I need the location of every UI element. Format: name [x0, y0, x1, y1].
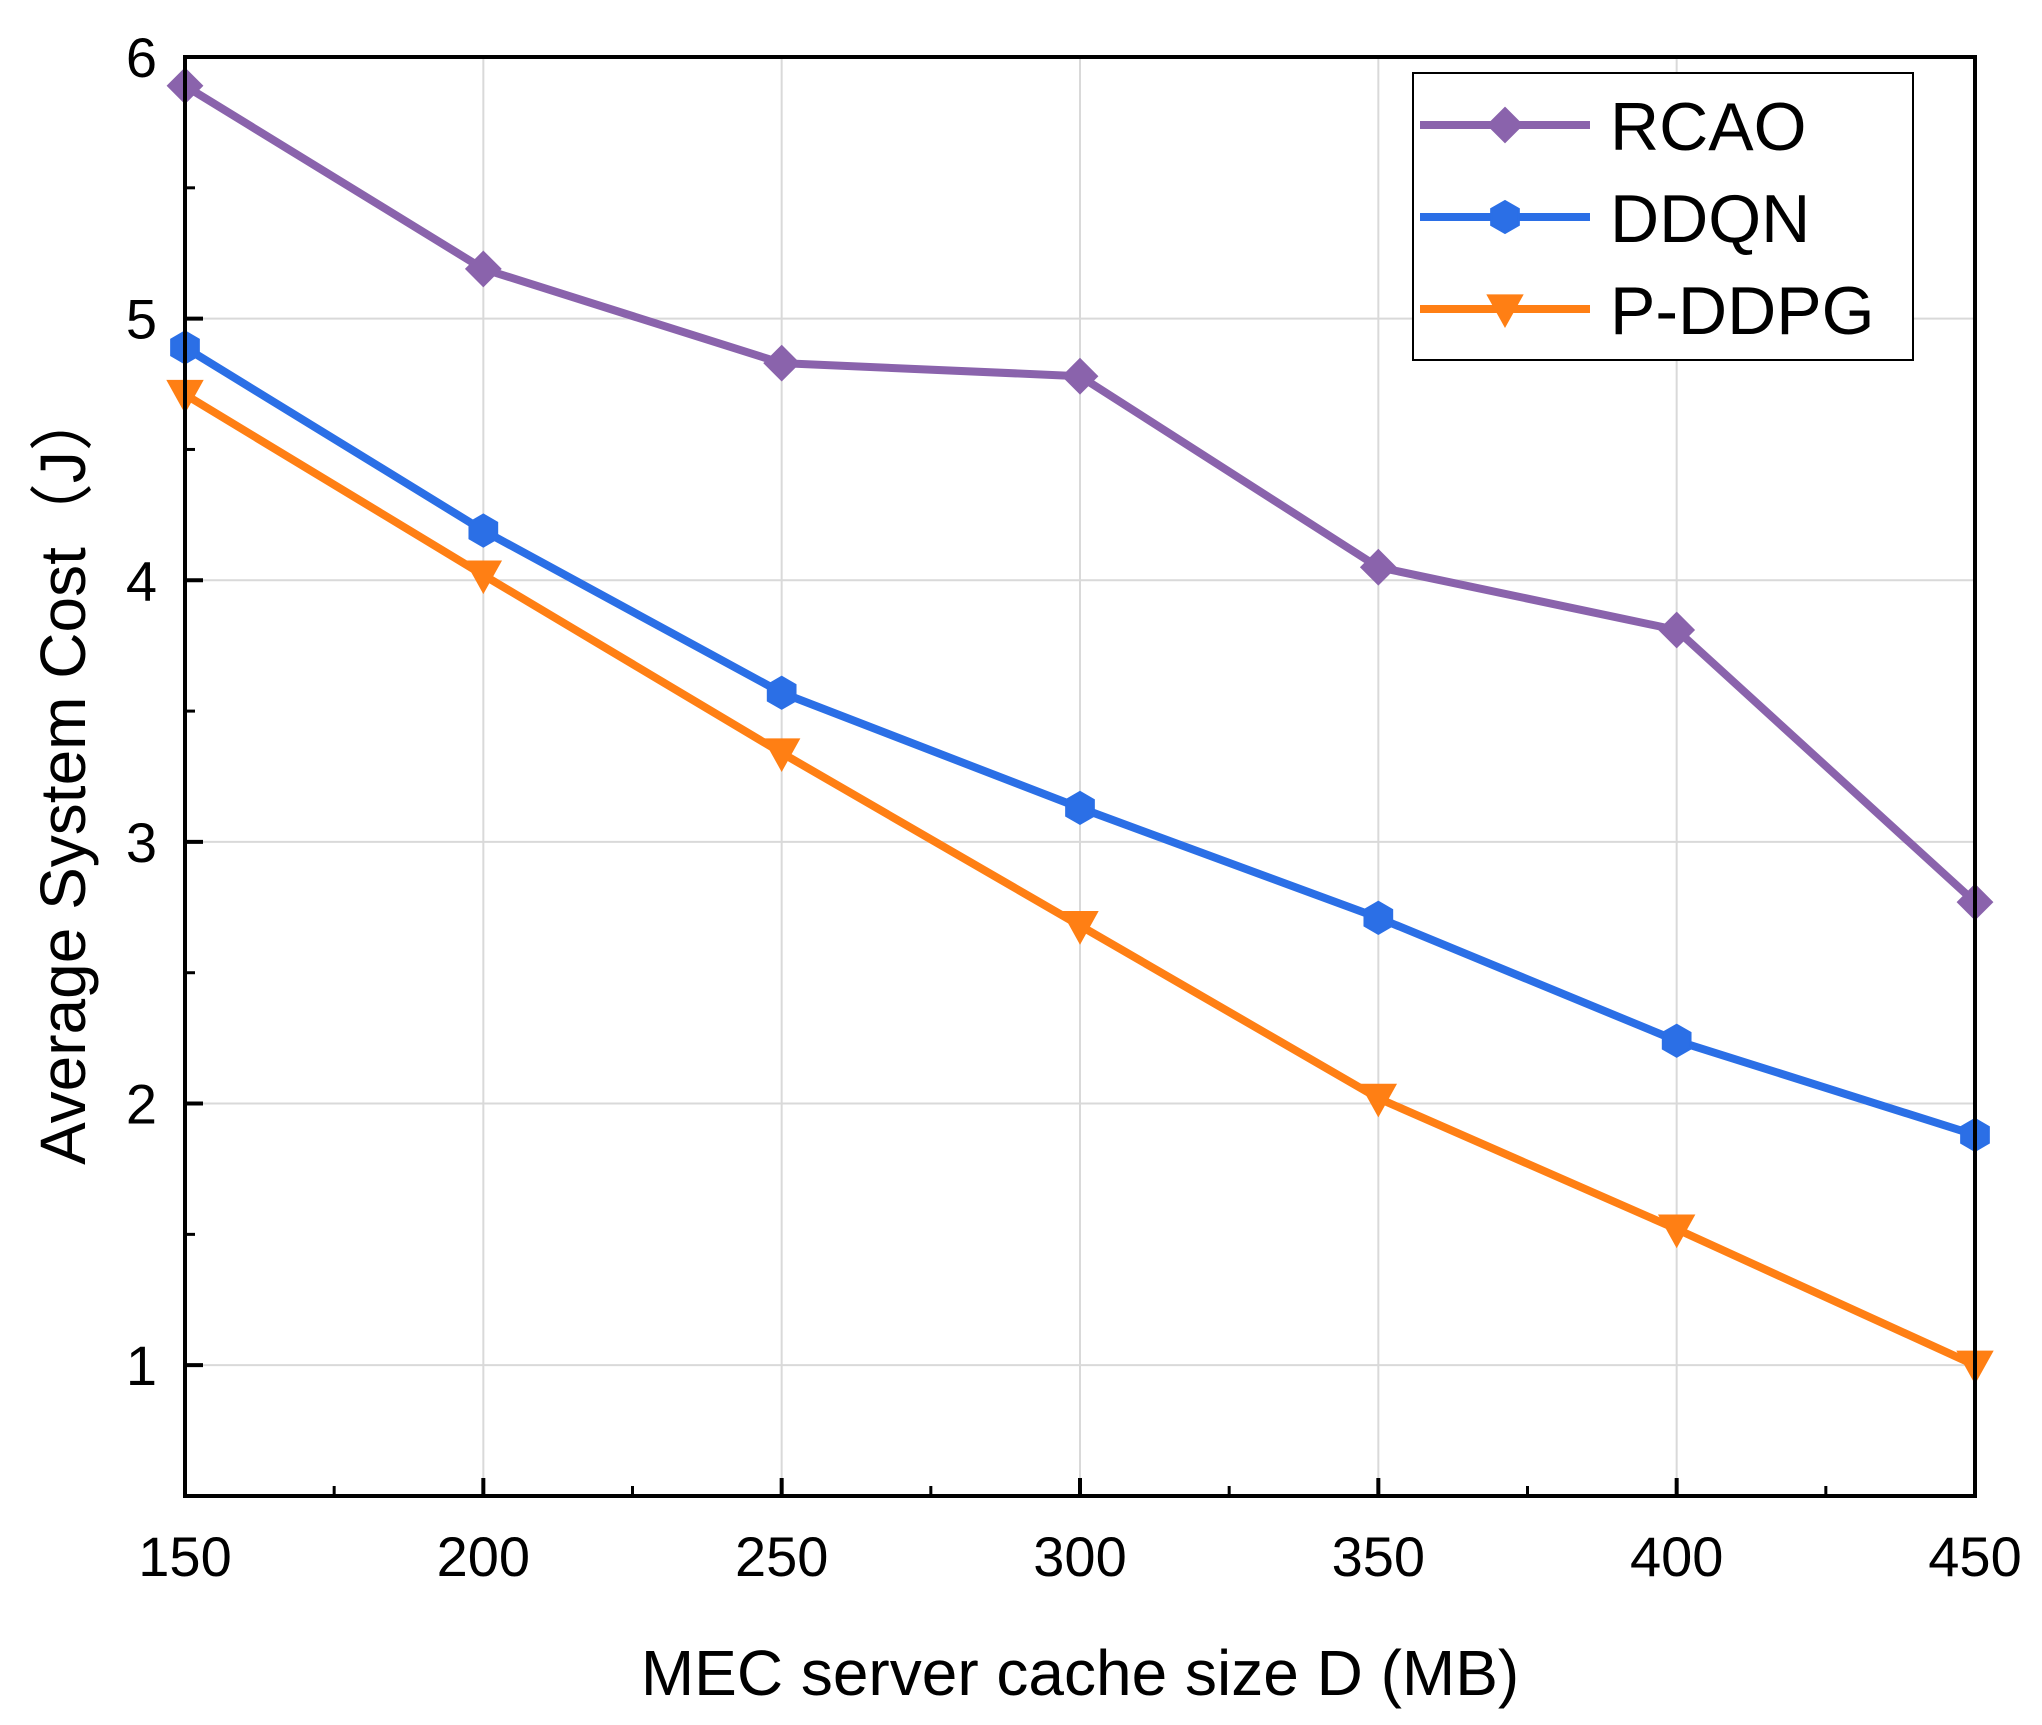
x-tick-label: 400	[1630, 1525, 1723, 1588]
data-point-p-ddpg	[464, 560, 503, 595]
data-point-ddqn	[766, 675, 797, 710]
x-tick-label: 150	[138, 1525, 231, 1588]
x-tick-label: 350	[1332, 1525, 1425, 1588]
legend-label-rcao: RCAO	[1610, 89, 1806, 165]
data-point-p-ddpg	[1359, 1083, 1398, 1118]
axis-ticks: 150 200 250 300 350 400 450 1 2 3 4 5 6	[126, 26, 2022, 1588]
legend: RCAO DDQN P-DDPG	[1412, 72, 1914, 361]
y-axis-title: Average System Cost（J）	[27, 387, 99, 1165]
y-tick-label: 3	[126, 811, 157, 874]
legend-label-ddqn: DDQN	[1610, 181, 1810, 257]
legend-marker-ddqn	[1490, 199, 1520, 235]
legend-marker-rcao	[1486, 106, 1524, 144]
data-point-rcao	[763, 344, 801, 382]
y-tick-label: 5	[126, 288, 157, 351]
data-point-ddqn	[468, 513, 499, 548]
data-point-ddqn	[1065, 790, 1095, 826]
x-axis-title: MEC server cache size D (MB)	[641, 1637, 1519, 1709]
x-tick-label: 450	[1928, 1525, 2021, 1588]
data-point-rcao	[1658, 611, 1696, 649]
data-point-ddqn	[1363, 900, 1394, 935]
y-tick-label: 4	[126, 549, 157, 612]
data-point-rcao	[1359, 548, 1397, 586]
series-p-ddpg	[166, 379, 1994, 1385]
legend-label-p-ddpg: P-DDPG	[1610, 273, 1874, 349]
y-tick-label: 6	[126, 26, 157, 89]
y-tick-label: 2	[126, 1073, 157, 1136]
y-tick-label: 1	[126, 1334, 157, 1397]
series-ddqn	[170, 330, 1990, 1153]
x-tick-label: 300	[1033, 1525, 1126, 1588]
data-point-rcao	[464, 250, 502, 288]
x-tick-label: 250	[735, 1525, 828, 1588]
x-tick-label: 200	[437, 1525, 530, 1588]
data-point-p-ddpg	[762, 738, 801, 773]
legend-marker-p-ddpg	[1486, 294, 1524, 329]
data-point-ddqn	[1661, 1023, 1692, 1058]
data-point-p-ddpg	[1061, 911, 1099, 945]
data-point-p-ddpg	[1657, 1214, 1696, 1249]
data-point-rcao	[1061, 357, 1099, 395]
